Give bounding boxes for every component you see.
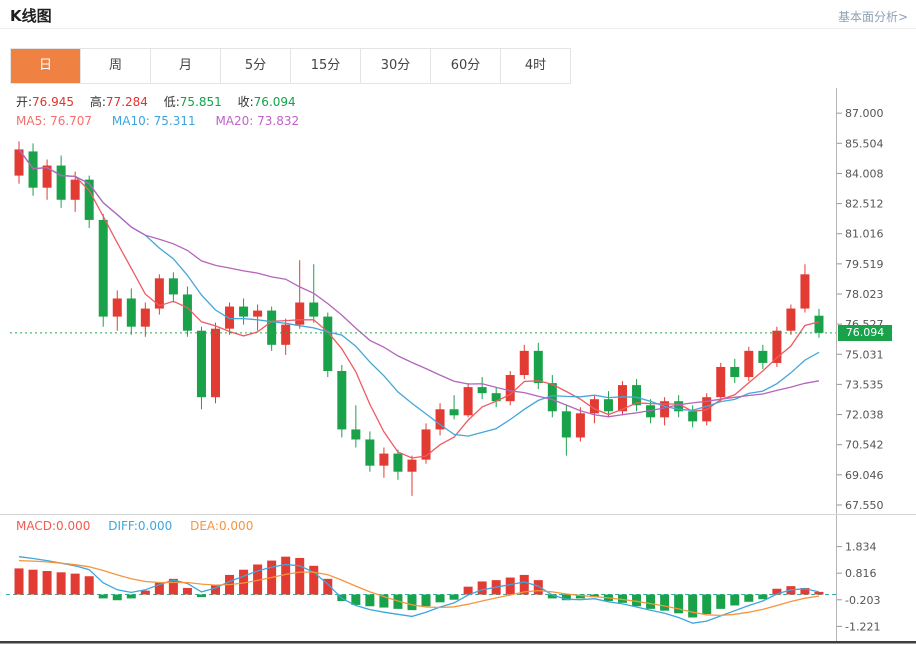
low-value: 75.851	[179, 95, 222, 109]
dea-value: DEA:0.000	[190, 519, 254, 533]
low-label: 低:	[163, 95, 180, 109]
tab-60min[interactable]: 60分	[431, 49, 501, 83]
current-price-tag: 76.094	[838, 325, 892, 341]
ma10-readout: MA10: 75.311	[111, 114, 196, 128]
close-value: 76.094	[253, 95, 296, 109]
open-label: 开:	[16, 95, 33, 109]
bottom-border	[0, 641, 916, 644]
macd-layer	[6, 556, 836, 624]
tab-4hour[interactable]: 4时	[501, 49, 570, 83]
svg-text:87.000: 87.000	[845, 107, 884, 120]
ma10-line	[18, 149, 820, 437]
svg-text:-0.203: -0.203	[845, 594, 880, 607]
fundamental-analysis-link[interactable]: 基本面分析>	[837, 10, 908, 24]
diff-line	[18, 556, 820, 624]
svg-text:0.816: 0.816	[845, 567, 877, 580]
ma5-readout: MA5: 76.707	[16, 114, 93, 128]
diff-value: DIFF:0.000	[108, 519, 173, 533]
macd-readout: MACD:0.000 DIFF:0.000 DEA:0.000	[16, 519, 267, 533]
svg-text:82.512: 82.512	[845, 198, 884, 211]
svg-text:70.542: 70.542	[845, 439, 884, 452]
svg-text:72.038: 72.038	[845, 409, 884, 422]
svg-text:67.550: 67.550	[845, 499, 884, 512]
price-axis: 87.000 85.504 84.008 82.512 81.016 79.519 78.0…	[836, 107, 884, 512]
tab-week[interactable]: 周	[81, 49, 151, 83]
ma-readout: MA5: 76.707 MA10: 75.311 MA20: 73.832	[16, 114, 315, 128]
tab-5min[interactable]: 5分	[221, 49, 291, 83]
tab-30min[interactable]: 30分	[361, 49, 431, 83]
svg-text:73.535: 73.535	[845, 378, 884, 391]
svg-text:1.834: 1.834	[845, 541, 877, 554]
tab-month[interactable]: 月	[151, 49, 221, 83]
dea-line	[18, 559, 820, 617]
page-title: K线图	[10, 7, 52, 25]
close-label: 收:	[237, 95, 254, 109]
svg-text:81.016: 81.016	[845, 228, 884, 241]
svg-text:69.046: 69.046	[845, 469, 884, 482]
candlestick-layer	[14, 141, 824, 496]
svg-text:85.504: 85.504	[845, 137, 884, 150]
svg-text:84.008: 84.008	[845, 167, 884, 180]
macd-axis: 1.834 0.816 -0.203 -1.221	[836, 541, 880, 633]
ma20-readout: MA20: 73.832	[215, 114, 300, 128]
ohlc-readout: 开:76.945 高:77.284 低:75.851 收:76.094	[16, 93, 308, 110]
svg-text:75.031: 75.031	[845, 348, 884, 361]
timeframe-tabs: 日周月 5分 15分 30分 60分 4时	[10, 48, 571, 84]
high-value: 77.284	[105, 95, 148, 109]
ma5-line	[18, 149, 820, 459]
svg-text:78.023: 78.023	[845, 288, 884, 301]
ma20-line	[18, 149, 820, 418]
high-label: 高:	[89, 95, 106, 109]
page-header: K线图 基本面分析>	[0, 0, 916, 29]
svg-text:-1.221: -1.221	[845, 620, 880, 633]
tab-day[interactable]: 日	[11, 49, 81, 83]
tab-15min[interactable]: 15分	[291, 49, 361, 83]
open-value: 76.945	[32, 95, 75, 109]
svg-text:79.519: 79.519	[845, 258, 884, 271]
macd-value: MACD:0.000	[16, 519, 91, 533]
